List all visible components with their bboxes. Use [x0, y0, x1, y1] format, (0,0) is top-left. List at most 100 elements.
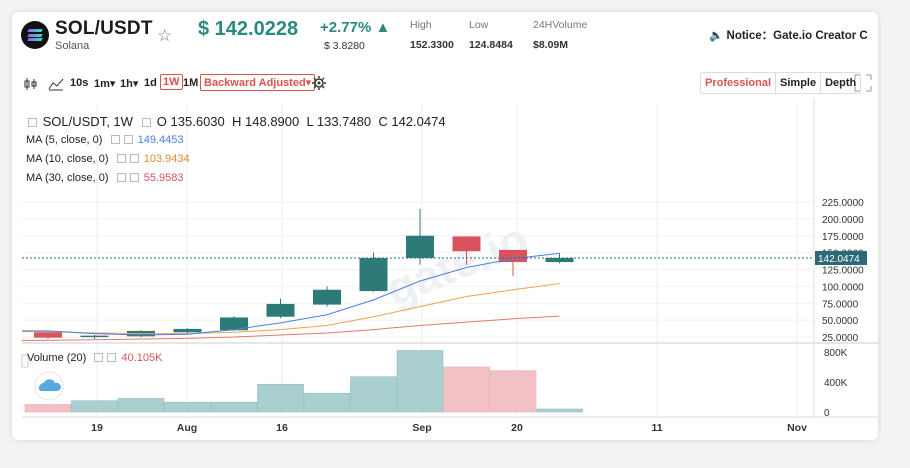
high-label-chart: H: [232, 114, 242, 129]
volume-settings-icon[interactable]: [94, 353, 104, 362]
low-label: Low: [469, 19, 489, 31]
pair-name: Solana: [55, 40, 90, 52]
candle-body: [545, 258, 574, 263]
ma30-legend: MA (30, close, 0) 55.9583: [26, 172, 184, 184]
volume-value: 40.105K: [121, 352, 163, 364]
interval-1d[interactable]: 1d: [144, 77, 157, 89]
legend-settings-icon[interactable]: [142, 118, 152, 127]
ma5-close-icon[interactable]: [123, 135, 133, 144]
high-value-chart: 148.8900: [245, 114, 300, 129]
legend-title: SOL/USDT, 1W: [42, 114, 133, 129]
low-value-chart: 133.7480: [316, 114, 372, 129]
ma5-settings-icon[interactable]: [110, 135, 120, 144]
ma10-legend: MA (10, close, 0) 103.9434: [26, 153, 190, 165]
ma30-value: 55.9583: [143, 172, 184, 184]
open-label: O: [156, 114, 167, 129]
high-value: 152.3300: [410, 39, 454, 51]
candle-body: [34, 332, 62, 338]
ma10-label: MA (10, close, 0): [26, 153, 109, 165]
candle-body: [359, 258, 388, 292]
volume-tick-label: 400K: [824, 378, 848, 389]
time-tick-label: Sep: [412, 422, 431, 434]
candle-body: [313, 289, 341, 305]
time-tick-label: 11: [651, 422, 662, 434]
ma5-value: 149.4453: [137, 134, 184, 146]
time-tick-label: 16: [276, 422, 288, 434]
candle-body: [220, 317, 248, 331]
ma30-label: MA (30, close, 0): [26, 172, 109, 184]
volume-bar: [396, 350, 444, 413]
notice-ticker[interactable]: 🔈 Notice：Gate.io Creator C: [709, 30, 868, 42]
cloud-logo-shape: [39, 379, 61, 391]
ma30-close-icon[interactable]: [129, 173, 139, 182]
volume-bar: [350, 376, 397, 413]
ma5-legend: MA (5, close, 0) 149.4453: [26, 134, 184, 146]
ohlc-legend: SOL/USDT, 1W O 135.6030 H 148.8900 L 133…: [26, 114, 446, 129]
ma10-settings-icon[interactable]: [116, 154, 126, 163]
fullscreen-icon[interactable]: [854, 74, 872, 92]
volume-bar: [536, 408, 583, 413]
interval-10s[interactable]: 10s: [70, 77, 89, 89]
low-value: 124.8484: [469, 39, 513, 51]
interval-1w[interactable]: 1W: [160, 74, 183, 90]
volume-bar: [257, 383, 304, 413]
candle-type-icon[interactable]: [24, 77, 38, 91]
volume-bar: [117, 398, 165, 413]
ma10-line: [22, 283, 560, 335]
candle-body: [173, 328, 202, 333]
candle-body: [406, 235, 434, 259]
view-switch: Professional Simple Depth: [700, 72, 862, 94]
pair-title[interactable]: SOL/USDT: [55, 18, 153, 39]
ma30-settings-icon[interactable]: [116, 173, 126, 182]
close-value-chart: 142.0474: [391, 114, 446, 129]
last-price: $ 142.0228: [198, 18, 299, 40]
volume-bar: [210, 401, 258, 413]
time-tick-label: Aug: [177, 422, 197, 434]
price-tick-label: 75.0000: [822, 299, 859, 310]
view-depth[interactable]: Depth: [825, 77, 857, 89]
volume-close-icon[interactable]: [107, 353, 117, 362]
candle-body: [499, 249, 527, 263]
gear-icon[interactable]: [312, 76, 326, 90]
volume-tick-label: 0: [824, 408, 830, 419]
ticker-header: SOL/USDT Solana ☆ $ 142.0228 +2.77% ▲ $ …: [12, 12, 878, 62]
view-professional[interactable]: Professional: [701, 73, 777, 93]
trading-card: SOL/USDT Solana ☆ $ 142.0228 +2.77% ▲ $ …: [12, 12, 878, 440]
high-label: High: [410, 19, 432, 31]
candle-body: [266, 303, 295, 317]
price-tick-label: 200.0000: [822, 215, 864, 226]
low-label-chart: L: [306, 114, 314, 129]
candle-body: [452, 236, 481, 252]
price-tick-label: 125.0000: [822, 266, 864, 277]
indicators-icon[interactable]: [48, 77, 64, 91]
volume-bar: [303, 392, 351, 413]
time-tick-label: 19: [91, 422, 103, 434]
price-chart[interactable]: gate.io225.0000200.0000175.0000150.00001…: [12, 12, 878, 440]
volume-bar: [443, 366, 490, 413]
price-tick-label: 175.0000: [822, 232, 864, 243]
chart-toolbar: 10s 1m▾ 1h▾ 1d 1W 1M Backward Adjusted▾ …: [12, 72, 878, 98]
volume-tick-label: 800K: [824, 348, 848, 359]
volume-legend: Volume (20) 40.105K: [27, 352, 162, 364]
collapse-icon[interactable]: [28, 118, 37, 127]
interval-1h[interactable]: 1h▾: [120, 78, 139, 90]
volume-bar: [24, 404, 72, 413]
volume-bar: [489, 370, 537, 413]
favorite-star-icon[interactable]: ☆: [157, 26, 173, 45]
view-simple[interactable]: Simple: [776, 73, 822, 93]
pane-expand-handle: [21, 354, 29, 368]
interval-1m[interactable]: 1m▾: [94, 78, 116, 90]
interval-1M[interactable]: 1M: [183, 77, 199, 89]
last-price-tag: 142.0474: [818, 254, 860, 265]
volume-label: Volume (20): [27, 352, 87, 364]
price-tick-label: 25.0000: [822, 333, 859, 344]
volume-24h-label: 24HVolume: [533, 19, 588, 31]
change-percent: +2.77% ▲: [320, 19, 391, 36]
volume-24h-value: $8.09M: [533, 39, 569, 51]
ma10-close-icon[interactable]: [129, 154, 139, 163]
candle-body: [80, 335, 109, 338]
ma30-line: [22, 315, 560, 341]
close-label-chart: C: [378, 114, 388, 129]
solana-logo-icon: [21, 21, 49, 49]
price-tick-label: 225.0000: [822, 198, 864, 209]
